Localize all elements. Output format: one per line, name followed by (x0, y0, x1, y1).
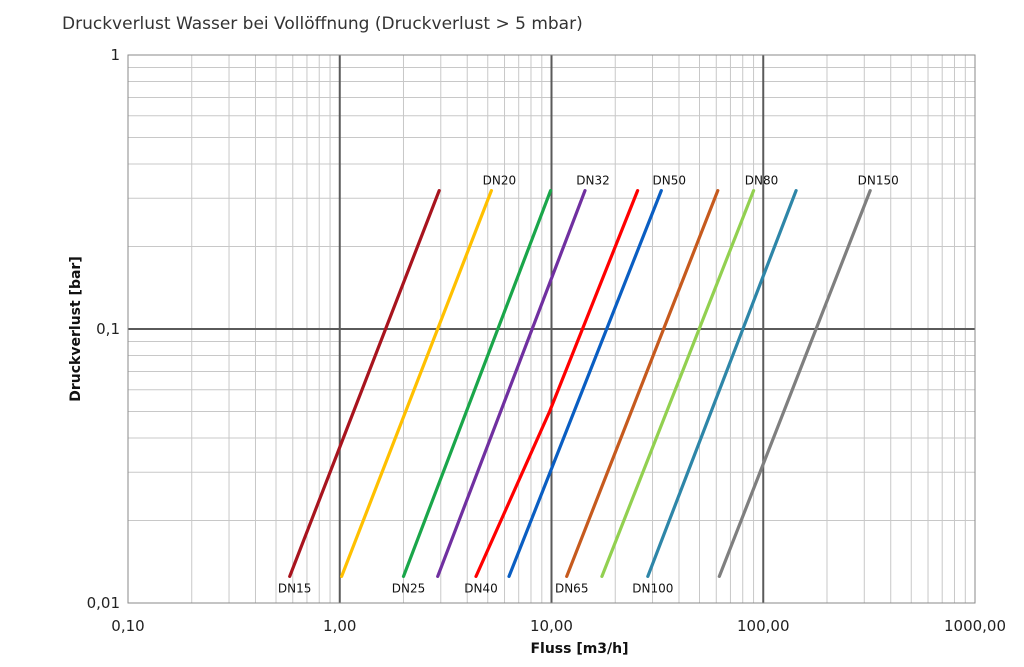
major-grid (128, 55, 975, 603)
series-label-dn100: DN100 (632, 581, 673, 595)
y-tick-labels: 0,01 0,1 1 (87, 46, 120, 612)
series-label-dn40: DN40 (464, 581, 498, 595)
series-line-dn65 (565, 189, 720, 579)
series-line-dn32 (436, 189, 587, 579)
y-tick-label: 0,1 (96, 320, 120, 338)
series-lines (288, 189, 872, 579)
series-line-dn25 (401, 189, 553, 579)
series-label-dn20: DN20 (483, 174, 517, 188)
plot-frame (127, 54, 976, 604)
chart-title: Druckverlust Wasser bei Vollöffnung (Dru… (62, 14, 583, 34)
series-label-dn32: DN32 (576, 174, 610, 188)
series-label-dn150: DN150 (858, 174, 899, 188)
series-line-dn100 (646, 189, 798, 579)
x-axis-label: Fluss [m3/h] (530, 641, 628, 657)
series-line-dn50 (507, 189, 663, 579)
x-tick-label: 100,00 (737, 617, 790, 635)
series-label-dn15: DN15 (278, 581, 312, 595)
series-label-dn65: DN65 (555, 581, 589, 595)
series-line-dn80 (600, 189, 756, 579)
series-label-dn50: DN50 (653, 174, 687, 188)
series-labels: DN15 DN20 DN25 DN32 DN40 DN50 DN65 DN80 DN100 DN1… (278, 174, 899, 596)
y-axis-label: Druckverlust [bar] (68, 256, 84, 401)
x-tick-label: 1,00 (323, 617, 356, 635)
series-line-dn150 (717, 189, 872, 579)
series-label-dn80: DN80 (745, 174, 779, 188)
series-line-dn20 (340, 189, 493, 579)
x-tick-labels: 0,10 1,00 10,00 100,00 1000,00 (111, 617, 1006, 635)
x-tick-label: 1000,00 (944, 617, 1006, 635)
y-tick-label: 1 (110, 46, 120, 64)
series-line-dn15 (288, 189, 441, 579)
y-tick-label: 0,01 (87, 594, 120, 612)
x-tick-label: 0,10 (111, 617, 144, 635)
series-label-dn25: DN25 (392, 581, 426, 595)
series-line-dn40 (474, 189, 640, 579)
x-tick-label: 10,00 (530, 617, 573, 635)
